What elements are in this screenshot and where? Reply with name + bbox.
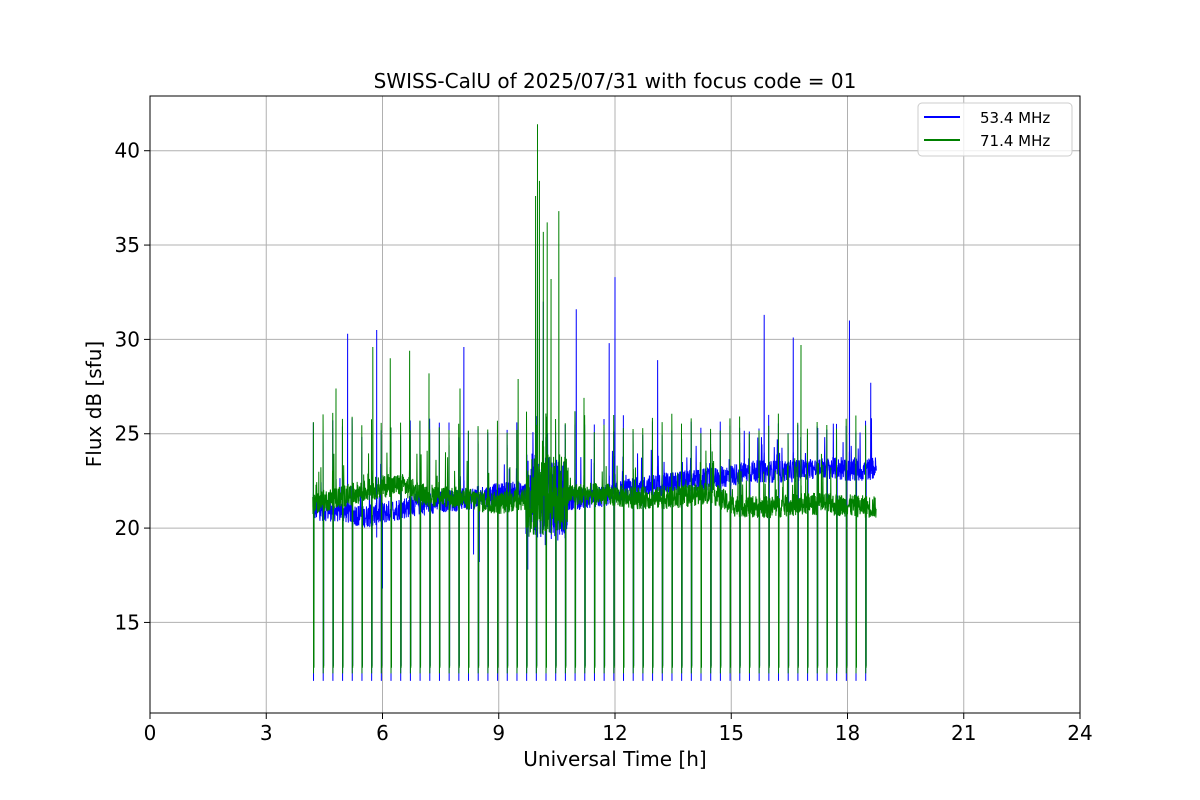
- y-tick-label: 25: [115, 422, 140, 446]
- chart-title: SWISS-CalU of 2025/07/31 with focus code…: [374, 69, 857, 93]
- x-tick-label: 21: [951, 721, 976, 745]
- x-tick-label: 3: [260, 721, 273, 745]
- x-tick-label: 15: [719, 721, 744, 745]
- y-tick-label: 40: [115, 139, 140, 163]
- axis-ticks: 0 3 6 9 12 15 18 21 24 15 20 25 30 35 40: [115, 139, 1093, 745]
- legend: 53.4 MHz 71.4 MHz: [917, 102, 1073, 157]
- x-tick-label: 6: [376, 721, 389, 745]
- y-tick-label: 20: [115, 516, 140, 540]
- x-tick-label: 9: [492, 721, 505, 745]
- x-tick-label: 24: [1067, 721, 1092, 745]
- x-tick-label: 0: [144, 721, 157, 745]
- legend-label-71-4-mhz: 71.4 MHz: [980, 132, 1050, 150]
- x-tick-label: 18: [835, 721, 860, 745]
- y-tick-label: 15: [115, 610, 140, 634]
- series-line-71-4-mhz: [312, 124, 877, 674]
- y-axis-label: Flux dB [sfu]: [82, 341, 106, 467]
- x-tick-label: 12: [602, 721, 627, 745]
- x-axis-label: Universal Time [h]: [523, 747, 706, 771]
- y-tick-label: 30: [115, 327, 140, 351]
- legend-label-53-4-mhz: 53.4 MHz: [980, 109, 1050, 127]
- series-lines: [312, 124, 877, 681]
- y-tick-label: 35: [115, 233, 140, 257]
